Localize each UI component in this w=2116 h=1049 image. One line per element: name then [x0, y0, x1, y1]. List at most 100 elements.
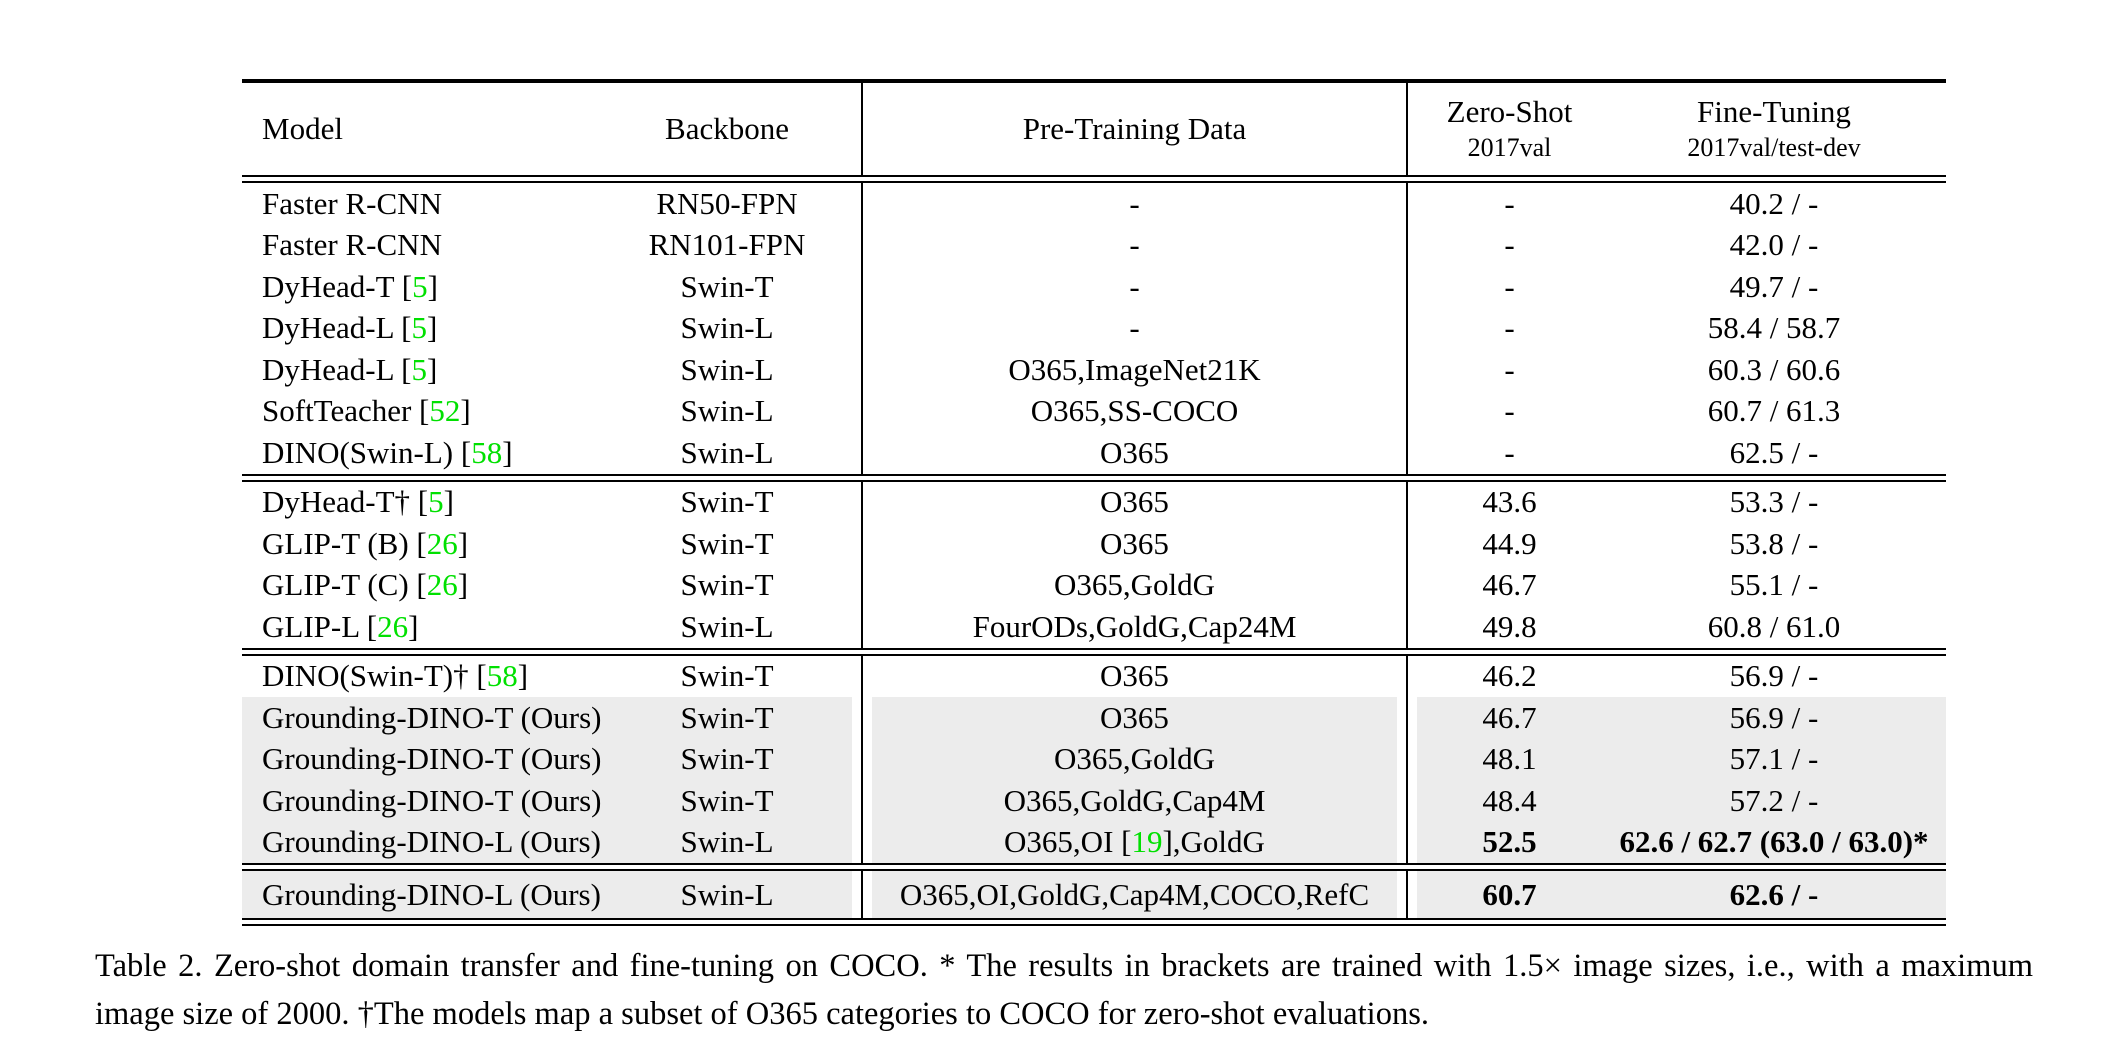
zero-shot-cell: -	[1504, 351, 1515, 387]
citation-number: 52	[429, 393, 461, 429]
zero-shot-cell: 46.7	[1417, 697, 1602, 739]
pretraining-data-cell: O365,ImageNet21K	[1008, 351, 1261, 387]
pretraining-data-cell: O365	[1100, 484, 1169, 520]
pretraining-data-cell: O365	[872, 697, 1397, 739]
fine-tuning-cell: 62.6 / 62.7 (63.0 / 63.0)*	[1602, 821, 1946, 863]
table-row: DyHead-T [5] Swin-T - - 49.7 / -	[242, 266, 1946, 308]
column-divider	[1397, 780, 1417, 822]
fine-tuning-cell: 60.7 / 61.3	[1707, 393, 1841, 429]
model-cell: DINO(Swin-T)† [58]	[262, 658, 529, 694]
column-divider	[852, 780, 872, 822]
column-divider	[852, 83, 872, 175]
column-divider	[852, 697, 872, 739]
zero-shot-cell: 48.4	[1417, 780, 1602, 822]
column-divider	[852, 655, 872, 697]
column-divider	[852, 871, 872, 918]
column-divider	[852, 821, 872, 863]
column-divider	[852, 523, 872, 565]
column-divider	[852, 349, 872, 391]
table-row: DINO(Swin-L) [58] Swin-L O365 - 62.5 / -	[242, 432, 1946, 474]
zero-shot-cell: 44.9	[1482, 525, 1537, 561]
table-row: DyHead-T† [5] Swin-T O365 43.6 53.3 / -	[242, 481, 1946, 523]
zero-shot-cell: 60.7	[1417, 871, 1602, 918]
zero-shot-cell: 48.1	[1417, 738, 1602, 780]
column-divider	[1397, 523, 1417, 565]
table-row: SoftTeacher [52] Swin-L O365,SS-COCO - 60.7 …	[242, 390, 1946, 432]
column-divider	[1397, 738, 1417, 780]
backbone-cell: Swin-L	[602, 871, 852, 918]
column-divider	[852, 307, 872, 349]
column-divider	[852, 738, 872, 780]
citation-number: 5	[412, 268, 428, 304]
column-divider	[1397, 481, 1417, 523]
fine-tuning-cell: 53.3 / -	[1729, 484, 1819, 520]
zero-shot-cell: -	[1504, 268, 1515, 304]
zero-shot-cell: 46.7	[1482, 567, 1537, 603]
backbone-cell: RN101-FPN	[648, 227, 806, 263]
citation-number: 58	[486, 658, 518, 694]
column-divider	[852, 481, 872, 523]
column-divider	[1397, 655, 1417, 697]
pretraining-data-cell: O365	[1100, 434, 1169, 470]
column-header-backbone: Backbone	[665, 111, 789, 146]
table-header: Model Backbone Pre-Training Data Zero-Sh…	[242, 83, 1946, 175]
model-cell: Grounding-DINO-L (Ours)	[242, 821, 602, 863]
backbone-cell: Swin-L	[680, 310, 774, 346]
citation-number: 26	[426, 567, 458, 603]
model-cell: Grounding-DINO-T (Ours)	[242, 697, 602, 739]
zero-shot-label: Zero-Shot	[1446, 94, 1573, 130]
zero-shot-sublabel: 2017val	[1467, 133, 1552, 163]
table-row: Faster R-CNN RN50-FPN - - 40.2 / -	[242, 183, 1946, 225]
model-cell: Grounding-DINO-L (Ours)	[242, 871, 602, 918]
backbone-cell: Swin-T	[680, 658, 774, 694]
zero-shot-cell: 49.8	[1482, 608, 1537, 644]
column-divider	[1397, 183, 1417, 225]
column-header-fine-tuning: Fine-Tuning 2017val/test-dev	[1602, 83, 1946, 175]
zero-shot-cell: -	[1504, 434, 1515, 470]
model-cell: Faster R-CNN	[262, 227, 442, 263]
fine-tuning-cell: 53.8 / -	[1729, 525, 1819, 561]
backbone-cell: Swin-T	[680, 484, 774, 520]
fine-tuning-label: Fine-Tuning	[1697, 94, 1851, 130]
horizontal-rule	[242, 918, 1946, 926]
model-cell: Faster R-CNN	[262, 185, 442, 221]
horizontal-rule	[242, 175, 1946, 183]
zero-shot-cell: -	[1504, 393, 1515, 429]
column-divider	[852, 390, 872, 432]
table-row: Grounding-DINO-L (Ours) Swin-L O365,OI,Gol…	[242, 871, 1946, 918]
column-divider	[852, 266, 872, 308]
fine-tuning-cell: 56.9 / -	[1602, 697, 1946, 739]
fine-tuning-cell: 62.6 / -	[1602, 871, 1946, 918]
citation-number: 5	[428, 484, 444, 520]
fine-tuning-cell: 57.1 / -	[1602, 738, 1946, 780]
citation-number: 5	[411, 310, 427, 346]
zero-shot-cell: -	[1504, 310, 1515, 346]
column-divider	[852, 606, 872, 648]
fine-tuning-sublabel: 2017val/test-dev	[1687, 133, 1861, 163]
pretraining-data-cell: O365,GoldG	[872, 738, 1397, 780]
model-cell: DyHead-T† [5]	[262, 484, 454, 520]
model-cell: GLIP-T (C) [26]	[262, 567, 469, 603]
fine-tuning-cell: 49.7 / -	[1729, 268, 1819, 304]
zero-shot-cell: -	[1504, 227, 1515, 263]
column-divider	[1397, 349, 1417, 391]
table-row: GLIP-L [26] Swin-L FourODs,GoldG,Cap24M 49.…	[242, 606, 1946, 648]
column-divider	[1397, 224, 1417, 266]
zero-shot-cell: 52.5	[1417, 821, 1602, 863]
table-row: DyHead-L [5] Swin-L - - 58.4 / 58.7	[242, 307, 1946, 349]
backbone-cell: RN50-FPN	[656, 185, 798, 221]
backbone-cell: Swin-L	[680, 434, 774, 470]
model-cell: DINO(Swin-L) [58]	[262, 434, 513, 470]
citation-number: 26	[377, 608, 409, 644]
table-row: Grounding-DINO-T (Ours) Swin-T O365,GoldG 4…	[242, 738, 1946, 780]
table-row: DyHead-L [5] Swin-L O365,ImageNet21K - 60.3 …	[242, 349, 1946, 391]
column-divider	[1397, 871, 1417, 918]
backbone-cell: Swin-L	[680, 393, 774, 429]
fine-tuning-cell: 40.2 / -	[1729, 185, 1819, 221]
table-row: Grounding-DINO-L (Ours) Swin-L O365,OI [19…	[242, 821, 1946, 863]
pretraining-data-cell: -	[1129, 227, 1140, 263]
column-divider	[1397, 83, 1417, 175]
pretraining-data-cell: O365	[1100, 658, 1169, 694]
backbone-cell: Swin-T	[602, 697, 852, 739]
pretraining-data-cell: -	[1129, 310, 1140, 346]
